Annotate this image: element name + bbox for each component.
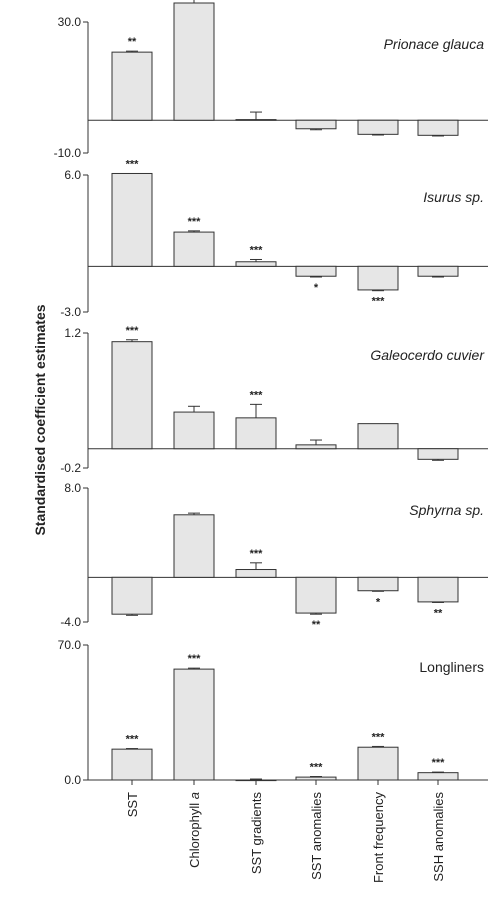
significance-stars: **: [434, 607, 443, 619]
y-tick-label: -0.2: [60, 461, 81, 475]
bar-front-frequency: [357, 746, 399, 781]
panel-title: Isurus sp.: [423, 189, 484, 205]
significance-stars: ***: [250, 244, 264, 256]
bar-ssh-anomalies: [417, 119, 459, 136]
bar-sst-gradients: [235, 569, 277, 578]
x-tick-label: SST: [125, 792, 140, 817]
bar-sst-gradients: [235, 119, 277, 121]
panel-title: Prionace glauca: [384, 36, 485, 52]
bar-front-frequency: [357, 423, 399, 450]
x-tick-label: SSH anomalies: [431, 792, 446, 882]
bar-ssh-anomalies: [417, 448, 459, 460]
y-axis-label: Standardised coefficient estimates: [32, 304, 48, 535]
x-tick-label: Chlorophyll a: [187, 792, 202, 868]
panel-title: Sphyrna sp.: [409, 502, 484, 518]
bar-sst-anomalies: [295, 119, 337, 130]
significance-stars: ***: [372, 296, 386, 308]
significance-stars: ***: [126, 325, 140, 337]
significance-stars: ***: [250, 548, 264, 560]
bar-sst: [111, 51, 153, 121]
significance-stars: ***: [310, 762, 324, 774]
y-tick-label: 6.0: [64, 168, 81, 182]
significance-stars: ***: [188, 216, 202, 228]
significance-stars: ***: [432, 757, 446, 769]
x-tick-label: Front frequency: [371, 792, 386, 884]
y-tick-label: 30.0: [58, 15, 82, 29]
y-tick-label: 70.0: [58, 638, 82, 652]
bar-chlorophyll-a: [173, 2, 215, 121]
significance-stars: **: [312, 619, 321, 631]
bar-sst-anomalies: [295, 444, 337, 450]
bar-chlorophyll-a: [173, 514, 215, 578]
y-tick-label: -4.0: [60, 615, 81, 629]
y-tick-label: -10.0: [54, 146, 82, 160]
bar-front-frequency: [357, 576, 399, 592]
bar-front-frequency: [357, 119, 399, 135]
bar-chlorophyll-a: [173, 668, 215, 781]
significance-stars: ***: [126, 734, 140, 746]
bar-sst: [111, 576, 153, 615]
bar-ssh-anomalies: [417, 265, 459, 277]
x-tick-label: SST anomalies: [309, 792, 324, 880]
panel-title: Longliners: [419, 659, 484, 675]
significance-stars: ***: [250, 389, 264, 401]
bar-sst: [111, 748, 153, 781]
significance-stars: ***: [372, 731, 386, 743]
bar-sst: [111, 172, 153, 267]
y-tick-label: -3.0: [60, 305, 81, 319]
y-tick-label: 0.0: [64, 773, 81, 787]
bar-chlorophyll-a: [173, 231, 215, 267]
bar-chlorophyll-a: [173, 411, 215, 450]
bar-front-frequency: [357, 265, 399, 291]
bar-sst-gradients: [235, 261, 277, 267]
significance-stars: *: [376, 596, 381, 608]
x-tick-label: SST gradients: [249, 792, 264, 875]
bar-sst-anomalies: [295, 776, 337, 781]
bar-sst-gradients: [235, 417, 277, 450]
bar-sst-anomalies: [295, 576, 337, 614]
panel-title: Galeocerdo cuvier: [370, 347, 485, 363]
significance-stars: **: [128, 36, 137, 48]
panel-2: 1.2 -0.2 Galeocerdo cuvier *** ***: [60, 325, 488, 475]
y-tick-label: 8.0: [64, 481, 81, 495]
y-tick-label: 1.2: [64, 326, 81, 340]
significance-stars: *: [314, 282, 319, 294]
significance-stars: ***: [188, 653, 202, 665]
bar-ssh-anomalies: [417, 772, 459, 781]
significance-stars: ***: [126, 158, 140, 170]
panel-4: 70.0 0.0 Longliners *** *** *** *** ***: [58, 638, 488, 787]
bar-sst-anomalies: [295, 265, 337, 277]
bar-sst: [111, 341, 153, 450]
bar-ssh-anomalies: [417, 576, 459, 603]
